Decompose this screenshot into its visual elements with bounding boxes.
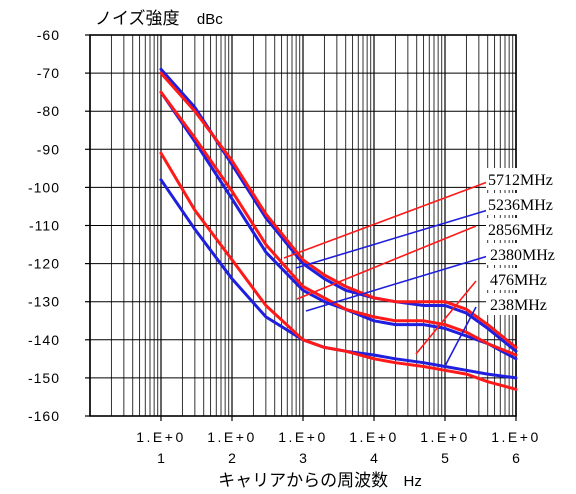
x-tick-label-bottom: 3 xyxy=(299,450,307,466)
series-label-bg xyxy=(486,193,574,215)
series-label-5236MHz: 5236MHz xyxy=(488,197,553,214)
series-label-bg xyxy=(486,168,574,190)
x-tick-label-bottom: 2 xyxy=(228,450,236,466)
leader-line-238MHz xyxy=(443,306,477,369)
leader-line-2856MHz xyxy=(296,225,477,300)
leader-line-5236MHz xyxy=(295,206,499,269)
series-label-476MHz: 476MHz xyxy=(490,272,547,289)
series-label-238MHz: 238MHz xyxy=(490,297,547,314)
leader-line-2380MHz xyxy=(305,255,489,312)
y-tick-label: -70 xyxy=(37,65,60,81)
series-label-bg xyxy=(486,293,574,315)
x-axis-label: キャリアからの周波数 Hz xyxy=(218,471,422,491)
x-tick-label-top: 1.E+0 xyxy=(491,429,540,445)
y-tick-label: -100 xyxy=(28,179,60,195)
leader-line-476MHz xyxy=(415,280,477,355)
x-tick-label-top: 1.E+0 xyxy=(278,429,327,445)
y-tick-label: -120 xyxy=(28,256,60,272)
x-tick-label-top: 1.E+0 xyxy=(349,429,398,445)
series-line-2380MHz xyxy=(159,90,518,361)
x-tick-label-top: 1.E+0 xyxy=(420,429,469,445)
series-line-5712MHz xyxy=(159,71,518,349)
series-label-bg xyxy=(486,218,574,240)
x-tick-label-top: 1.E+0 xyxy=(207,429,256,445)
y-tick-label: -140 xyxy=(28,332,60,348)
y-axis-label: ノイズ強度 dBc xyxy=(95,9,223,29)
series-label-bg xyxy=(486,243,574,265)
y-axis-title: ノイズ強度 xyxy=(95,9,180,29)
y-tick-label: -130 xyxy=(28,294,60,310)
x-axis-unit: Hz xyxy=(404,473,422,490)
y-tick-label: -160 xyxy=(28,408,60,424)
x-tick-labels: 1.E+0 1 1.E+0 2 1.E+0 3 1.E+0 4 1.E+0 5 1.E+0 6 xyxy=(136,429,540,466)
x-tick-label-bottom: 6 xyxy=(512,450,520,466)
series-label-2380MHz: 2380MHz xyxy=(490,247,555,264)
leader-line-5712MHz xyxy=(283,177,499,259)
x-axis-title: キャリアからの周波数 xyxy=(218,471,388,491)
series-label-5712MHz: 5712MHz xyxy=(488,172,553,189)
y-tick-label: -150 xyxy=(28,370,60,386)
y-axis-unit: dBc xyxy=(197,11,223,28)
series-line-476MHz xyxy=(159,151,518,391)
x-tick-label-bottom: 5 xyxy=(441,450,449,466)
series-label-2856MHz: 2856MHz xyxy=(488,222,553,239)
y-tick-label: -90 xyxy=(37,141,60,157)
series-label-bg xyxy=(486,268,574,290)
y-tick-label: -80 xyxy=(37,103,60,119)
legend-leader-lines xyxy=(283,177,499,369)
series-line-238MHz xyxy=(159,178,518,380)
x-tick-label-bottom: 1 xyxy=(157,450,165,466)
x-tick-label-bottom: 4 xyxy=(370,450,378,466)
y-tick-label: -60 xyxy=(37,27,60,43)
y-tick-label: -110 xyxy=(29,218,60,234)
x-tick-label-top: 1.E+0 xyxy=(136,429,185,445)
y-tick-labels: -60 -70 -80 -90 -100 -110 -120 -130 -140 -150 -160 xyxy=(28,27,60,424)
series-labels: 5712MHz 5236MHz 2856MHz 2380MHz 476MHz 238MHz xyxy=(486,168,574,315)
